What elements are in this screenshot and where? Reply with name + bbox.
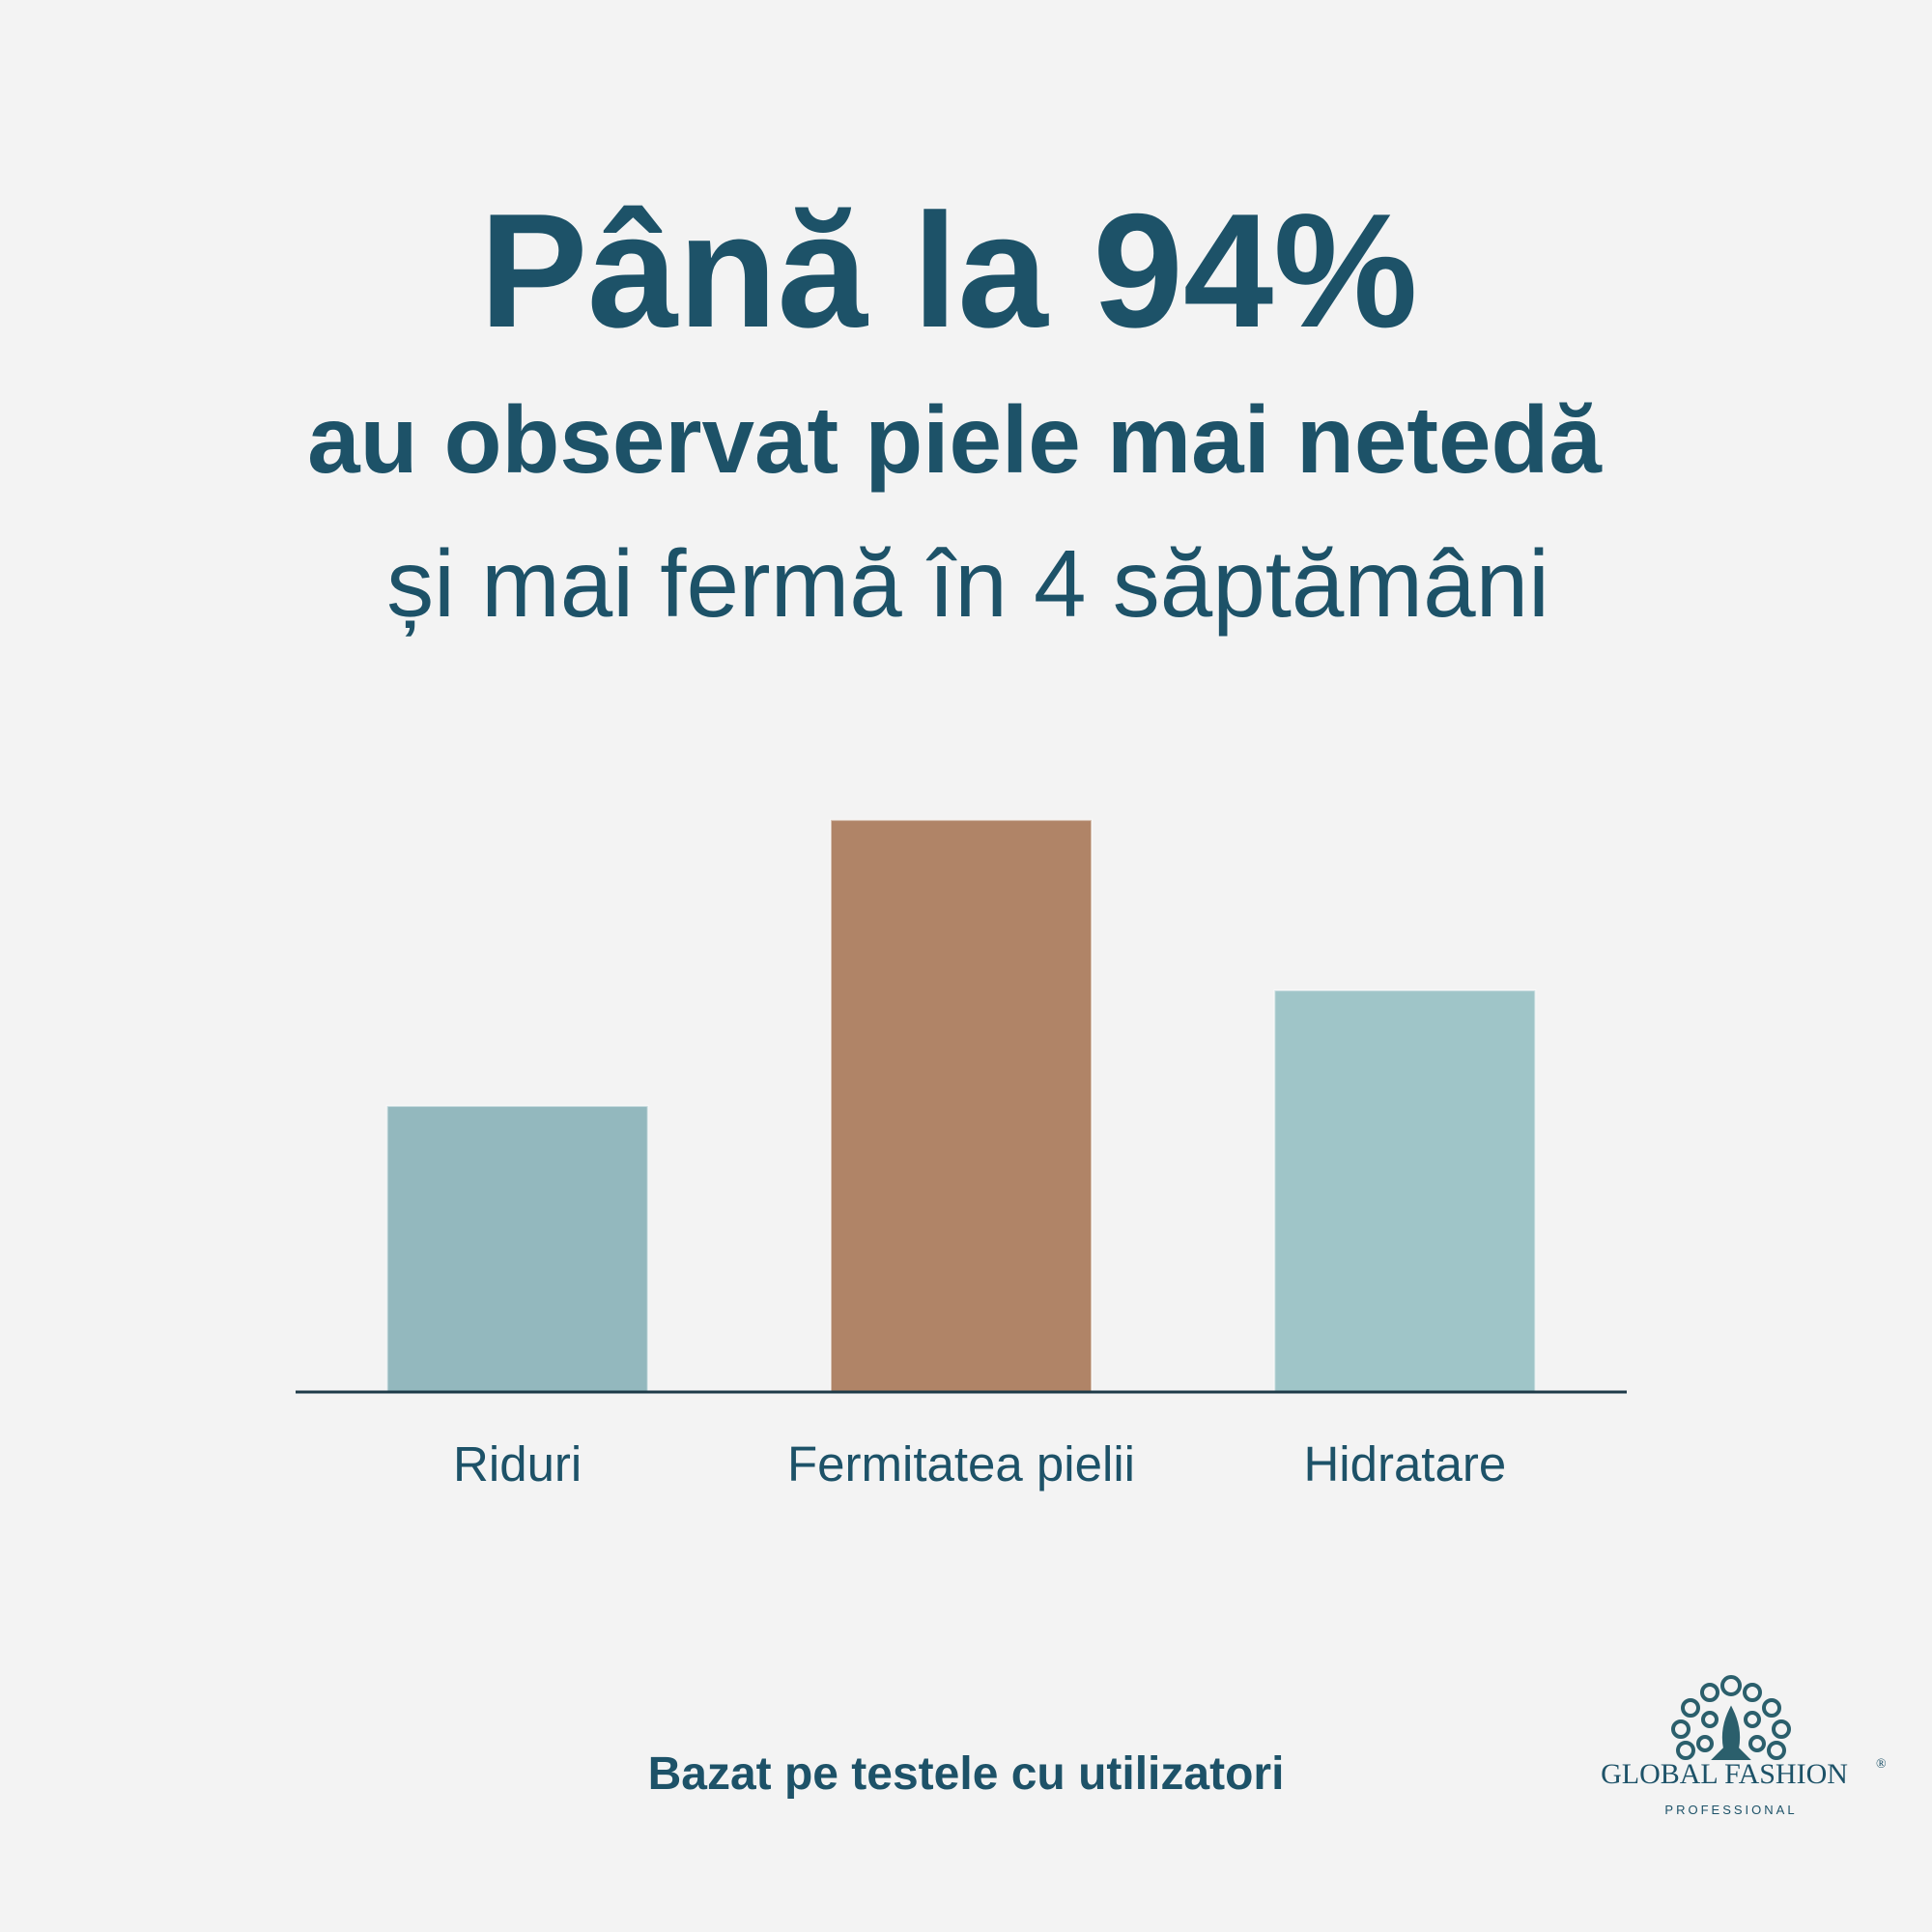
logo-mark: ® [1876,1757,1887,1772]
bar [1273,989,1537,1393]
bar [385,1104,649,1394]
chart-subtitle: și mai fermă în 4 săptămâni [386,530,1549,637]
chart-subtitle: au observat piele mai netedă [307,386,1603,493]
bar [830,818,1093,1393]
x-tick-label: Hidratare [1303,1436,1507,1492]
x-tick-label: Riduri [453,1436,582,1492]
logo-name: GLOBAL FASHION [1601,1758,1848,1790]
footnote: Bazat pe testele cu utilizatori [648,1748,1285,1800]
chart-title: Până la 94% [479,180,1417,361]
logo-icon [1671,1675,1791,1760]
logo-tagline: PROFESSIONAL [1664,1803,1797,1817]
x-tick-label: Fermitatea pielii [787,1436,1135,1492]
